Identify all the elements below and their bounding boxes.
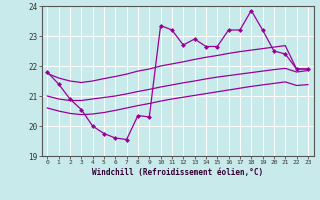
X-axis label: Windchill (Refroidissement éolien,°C): Windchill (Refroidissement éolien,°C) [92,168,263,177]
